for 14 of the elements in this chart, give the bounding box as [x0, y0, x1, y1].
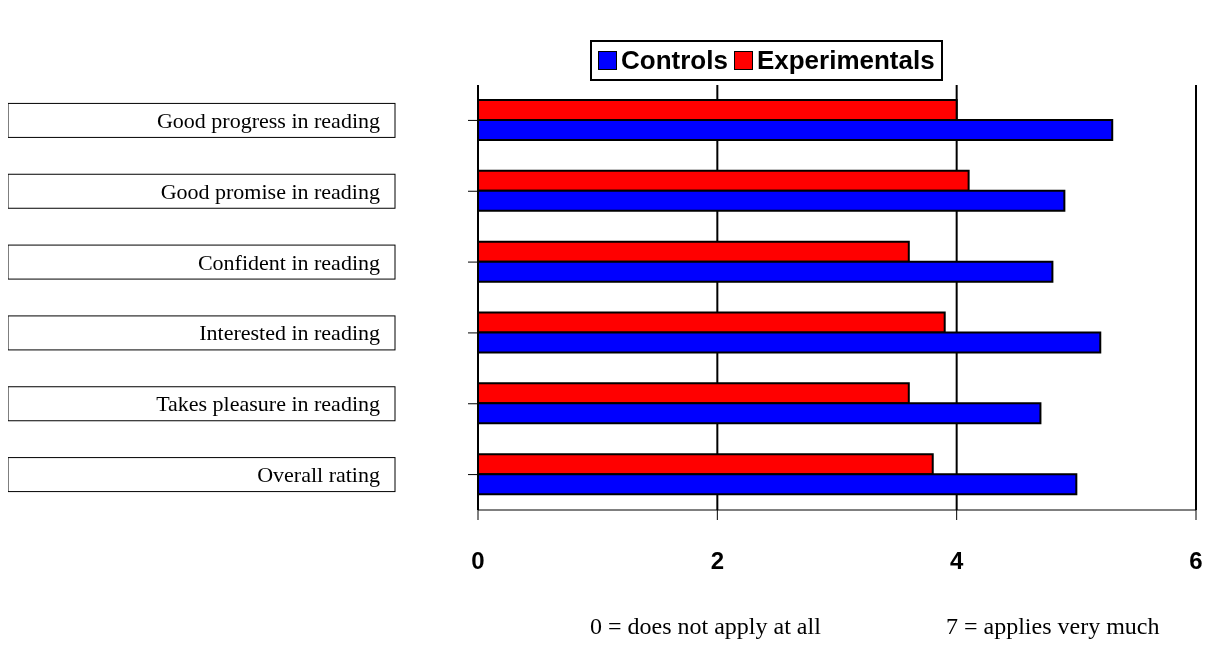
y-tick-label: Good promise in reading [160, 178, 380, 204]
text: 7 = applies very much [946, 613, 1160, 640]
x-tick-label: 6 [1189, 547, 1203, 575]
x-tick-label: 0 [471, 547, 485, 575]
y-tick-label: Confident in reading [197, 249, 380, 275]
x-tick-label: 4 [949, 547, 964, 575]
y-tick-label: Takes pleasure in reading [156, 391, 380, 417]
legend-label: Controls [620, 45, 728, 76]
y-tick-label: Good progress in reading [156, 107, 380, 133]
y-tick-label: Overall rating [257, 462, 380, 488]
text: 0 = does not apply at all [590, 613, 821, 640]
y-tick-label: Interested in reading [199, 320, 380, 346]
x-tick-label: 2 [710, 547, 725, 575]
legend-label: Experimentals [755, 45, 935, 76]
